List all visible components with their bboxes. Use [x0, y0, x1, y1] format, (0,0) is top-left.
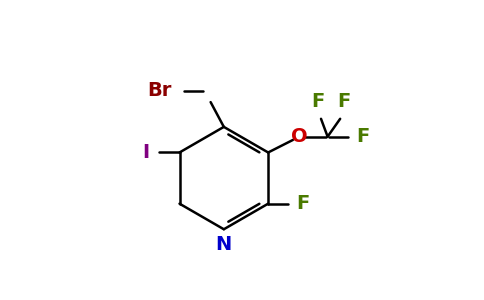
Text: I: I — [142, 143, 149, 162]
Text: N: N — [216, 235, 232, 254]
Text: O: O — [291, 127, 308, 146]
Text: F: F — [357, 127, 370, 146]
Text: F: F — [312, 92, 325, 111]
Text: Br: Br — [147, 81, 172, 100]
Text: F: F — [337, 92, 350, 111]
Text: F: F — [296, 194, 309, 213]
